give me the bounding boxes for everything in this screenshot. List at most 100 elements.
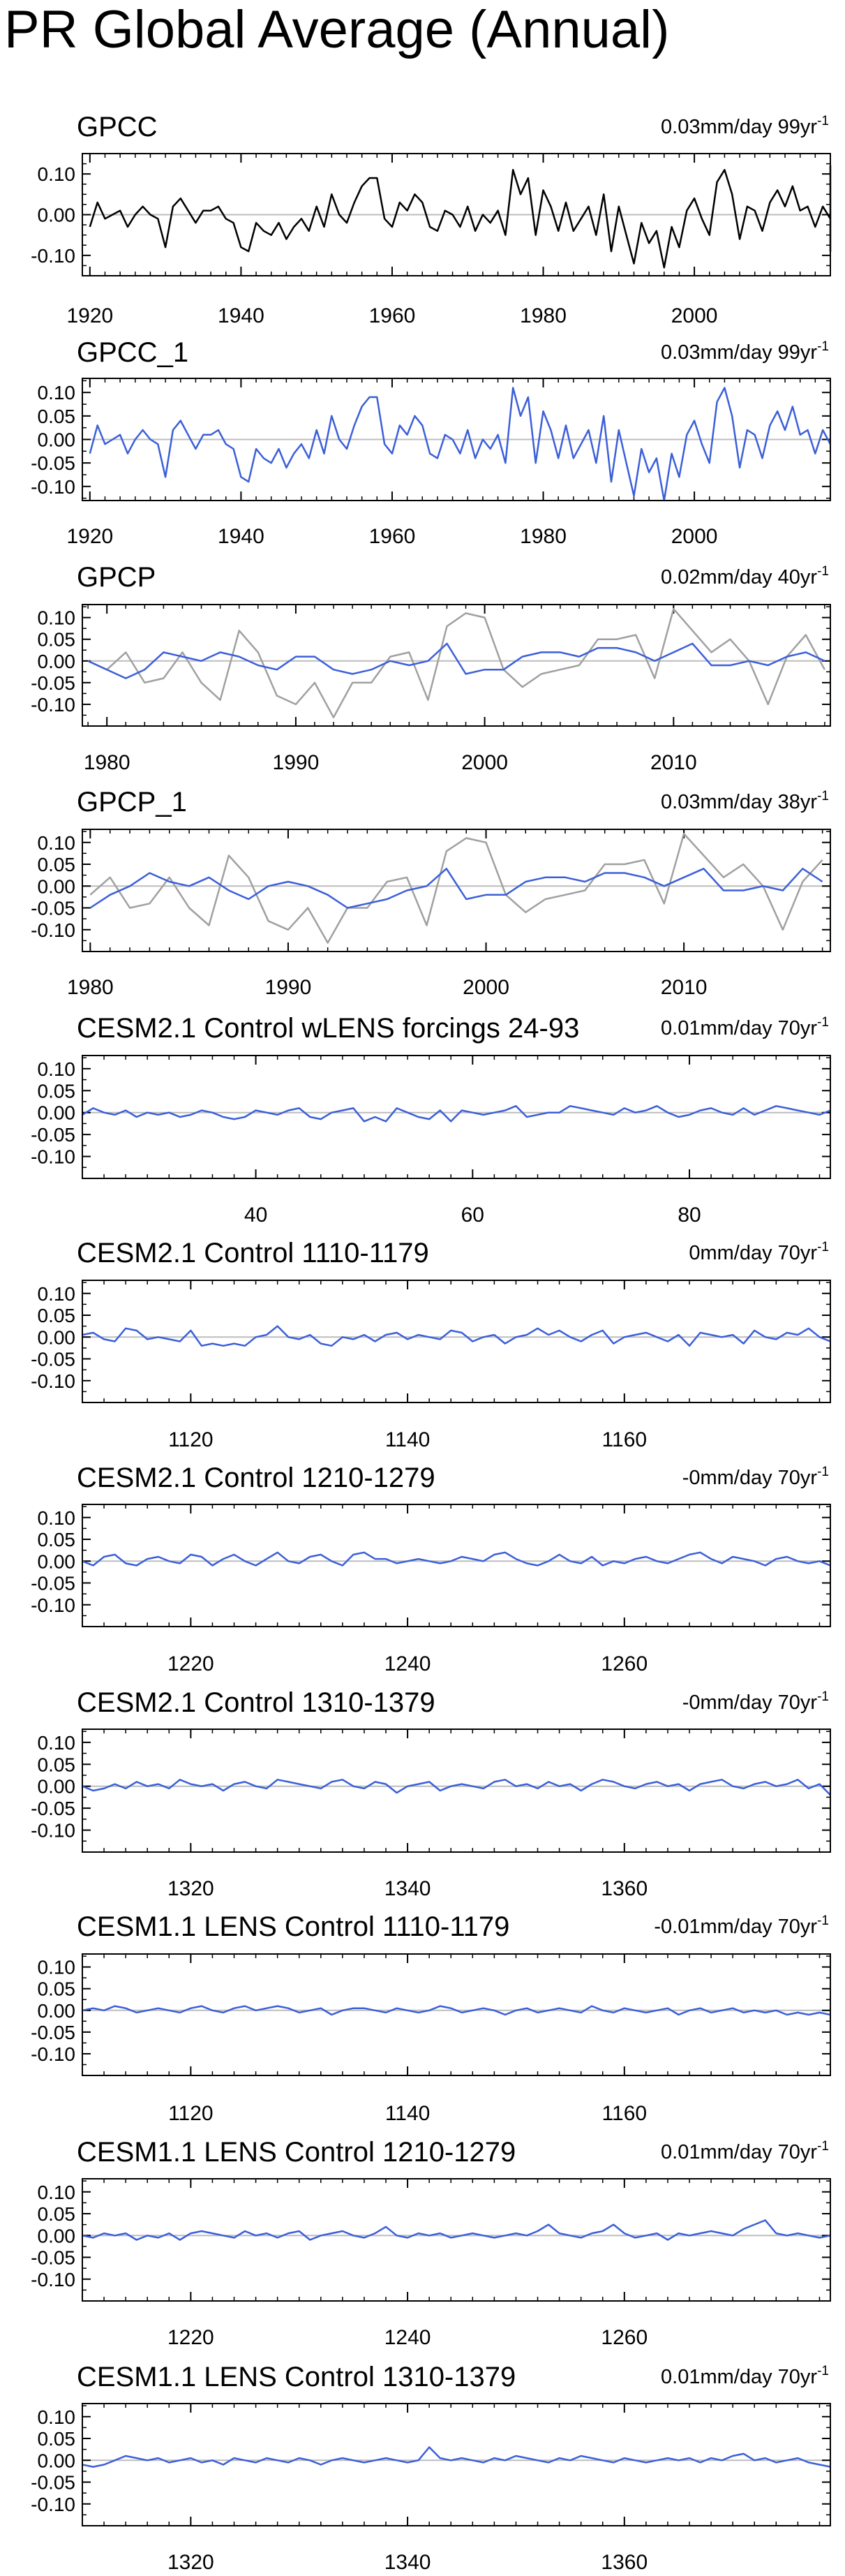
y-tick-label: 0.00 <box>38 1776 76 1798</box>
x-tick-label: 1160 <box>602 1428 648 1451</box>
y-tick-label: 0.10 <box>38 382 76 404</box>
panel-title: CESM1.1 LENS Control 1210-1279 <box>77 2137 516 2168</box>
page-title: PR Global Average (Annual) <box>4 0 670 59</box>
plot-frame <box>82 1055 831 1179</box>
x-tick-label: 2000 <box>461 751 508 774</box>
x-tick-label: 1980 <box>84 751 130 774</box>
panel-title: GPCP <box>77 562 156 593</box>
x-tick-label: 1240 <box>384 1652 431 1675</box>
panel-title: CESM1.1 LENS Control 1310-1379 <box>77 2362 516 2392</box>
trend-label: -0mm/day 70yr-1 <box>682 1465 829 1489</box>
y-tick-label: -0.10 <box>31 476 75 498</box>
plot-frame <box>82 1953 831 2076</box>
y-tick-label: -0.05 <box>31 2247 75 2269</box>
trend-value: 0.01mm/day 70yr <box>661 2366 817 2388</box>
x-tick-label: 60 <box>461 1204 484 1227</box>
y-tick-label: 0.05 <box>38 1305 76 1326</box>
trend-label: 0mm/day 70yr-1 <box>689 1240 829 1264</box>
y-tick-label: -0.10 <box>31 2494 75 2515</box>
y-tick-label: 0.10 <box>38 832 76 854</box>
plot-frame <box>82 1280 831 1403</box>
x-tick-label: 1220 <box>167 1652 214 1675</box>
y-tick-label: 0.00 <box>38 651 76 672</box>
x-tick-label: 1160 <box>602 2102 648 2125</box>
series-line-cesm2-1 <box>82 1551 831 1567</box>
trend-exponent: -1 <box>817 2139 829 2154</box>
x-tick-label: 1320 <box>167 1877 214 1900</box>
trend-exponent: -1 <box>817 1240 829 1254</box>
y-tick-label: 0.05 <box>38 854 76 875</box>
trend-exponent: -1 <box>817 114 829 128</box>
x-tick-label: 1220 <box>167 2326 214 2349</box>
x-tick-label: 1980 <box>520 304 567 327</box>
y-tick-label: 0.00 <box>38 1102 76 1124</box>
x-tick-label: 2000 <box>671 525 718 548</box>
y-tick-label: 0.00 <box>38 1326 76 1348</box>
x-tick-label: 1960 <box>369 304 416 327</box>
x-tick-label: 1990 <box>273 751 320 774</box>
trend-value: 0.01mm/day 70yr <box>661 1017 817 1039</box>
x-tick-label: 1140 <box>385 2102 431 2125</box>
x-tick-label: 2010 <box>661 976 708 999</box>
x-tick-label: 1360 <box>601 2551 648 2574</box>
trend-value: 0.03mm/day 99yr <box>661 116 817 138</box>
trend-label: 0.01mm/day 70yr-1 <box>661 1015 829 1039</box>
x-tick-label: 80 <box>678 1204 701 1227</box>
x-tick-label: 2010 <box>650 751 697 774</box>
plot-frame <box>82 1504 831 1627</box>
y-tick-label: -0.05 <box>31 672 75 694</box>
y-tick-label: -0.10 <box>31 1820 75 1842</box>
x-tick-label: 40 <box>244 1204 267 1227</box>
panel-title: CESM2.1 Control 1210-1279 <box>77 1463 435 1493</box>
x-tick-label: 1980 <box>67 976 114 999</box>
trend-value: 0.02mm/day 40yr <box>661 566 817 589</box>
y-tick-label: 0.05 <box>38 2428 76 2450</box>
plot-frame <box>82 604 831 727</box>
x-tick-label: 1140 <box>385 1428 431 1451</box>
y-tick-label: -0.10 <box>31 245 75 267</box>
y-tick-label: 0.00 <box>38 429 76 451</box>
x-tick-label: 1120 <box>168 1428 214 1451</box>
y-tick-label: 0.00 <box>38 1550 76 1572</box>
plot-frame <box>82 2178 831 2302</box>
y-tick-label: 0.05 <box>38 629 76 651</box>
trend-label: 0.03mm/day 99yr-1 <box>661 339 829 364</box>
x-tick-label: 1920 <box>66 525 113 548</box>
y-tick-label: 0.10 <box>38 1507 76 1529</box>
trend-value: 0.03mm/day 99yr <box>661 341 817 364</box>
x-tick-label: 1360 <box>601 1877 648 1900</box>
trend-value: -0mm/day 70yr <box>682 1692 818 1714</box>
series-line-cesm2-1 <box>82 1779 831 1796</box>
y-tick-label: -0.05 <box>31 1349 75 1370</box>
x-tick-label: 1920 <box>66 304 113 327</box>
y-tick-label: 0.05 <box>38 1978 76 2000</box>
series-line-cesm1-1 <box>82 2005 831 2016</box>
y-tick-label: -0.10 <box>31 919 75 941</box>
trend-exponent: -1 <box>817 1689 829 1704</box>
trend-label: 0.03mm/day 99yr-1 <box>661 114 829 138</box>
trend-label: 0.03mm/day 38yr-1 <box>661 789 829 813</box>
y-tick-label: -0.05 <box>31 2472 75 2494</box>
panel-title: GPCP_1 <box>77 787 187 817</box>
trend-exponent: -1 <box>817 789 829 804</box>
y-tick-label: -0.05 <box>31 452 75 474</box>
x-tick-label: 1980 <box>520 525 567 548</box>
y-tick-label: -0.10 <box>31 694 75 716</box>
y-tick-label: 0.10 <box>38 163 76 185</box>
trend-label: 0.02mm/day 40yr-1 <box>661 564 829 589</box>
panel-title: CESM2.1 Control wLENS forcings 24-93 <box>77 1013 579 1044</box>
x-tick-label: 1120 <box>168 2102 214 2125</box>
plot-frame <box>82 829 831 952</box>
plot-frame <box>82 378 831 501</box>
x-tick-label: 1260 <box>601 2326 648 2349</box>
y-tick-label: -0.05 <box>31 898 75 919</box>
x-tick-label: 1340 <box>384 2551 431 2574</box>
y-tick-label: 0.10 <box>38 1957 76 1978</box>
trend-label: -0mm/day 70yr-1 <box>682 1689 829 1714</box>
series-line-gpcp <box>89 868 823 909</box>
series-line-cesm2-1 <box>82 1325 831 1347</box>
trend-label: -0.01mm/day 70yr-1 <box>654 1914 829 1938</box>
panel-title: CESM2.1 Control 1110-1179 <box>77 1238 429 1268</box>
trend-exponent: -1 <box>817 2364 829 2378</box>
trend-value: -0.01mm/day 70yr <box>654 1916 817 1938</box>
